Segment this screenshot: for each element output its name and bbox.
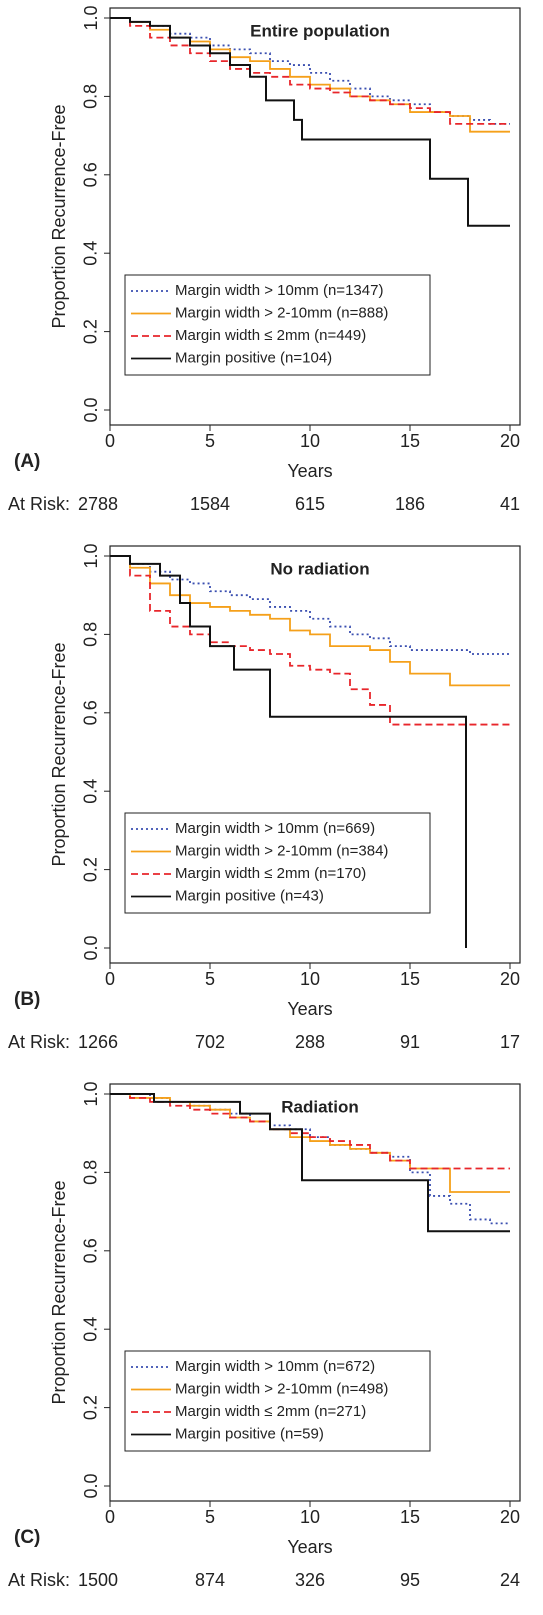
survival-curve: [110, 1093, 510, 1170]
plot-frame: [109, 7, 521, 426]
y-tick-label: 0.2: [81, 1395, 101, 1420]
x-tick-label: 10: [300, 969, 320, 989]
at-risk-value: 874: [195, 1570, 225, 1590]
chart-title: Radiation: [281, 1097, 358, 1116]
chart-title: No radiation: [270, 559, 369, 578]
legend-box: [124, 274, 431, 376]
at-risk-value: 1500: [78, 1570, 118, 1590]
y-tick-label: 0.2: [81, 319, 101, 344]
legend-label: Margin width > 2-10mm (n=888): [175, 304, 388, 321]
at-risk-value: 702: [195, 1032, 225, 1052]
y-tick-label: 1.0: [81, 1081, 101, 1106]
x-axis-label: Years: [287, 1537, 332, 1557]
panel-label: (A): [14, 451, 40, 472]
y-axis-label: Proportion Recurrence-Free: [49, 642, 69, 866]
survival-curve: [110, 17, 510, 125]
survival-curve: [110, 17, 510, 125]
legend-label: Margin width ≤ 2mm (n=271): [175, 1403, 366, 1420]
y-tick-label: 0.2: [81, 857, 101, 882]
y-axis-label: Proportion Recurrence-Free: [49, 104, 69, 328]
y-tick-label: 0.4: [81, 779, 101, 804]
x-tick-label: 15: [400, 431, 420, 451]
survival-curve: [110, 555, 467, 948]
y-tick-label: 0.6: [81, 162, 101, 187]
y-tick-label: 0.8: [81, 1160, 101, 1185]
legend-label: Margin width > 10mm (n=672): [175, 1358, 375, 1375]
at-risk-label: At Risk:: [8, 1032, 70, 1052]
at-risk-value: 17: [500, 1032, 520, 1052]
x-tick-label: 10: [300, 1507, 320, 1527]
survival-curve: [110, 17, 510, 227]
at-risk-label: At Risk:: [8, 494, 70, 514]
legend-label: Margin width ≤ 2mm (n=449): [175, 327, 366, 344]
survival-curve: [110, 555, 510, 726]
legend-label: Margin width > 10mm (n=669): [175, 820, 375, 837]
at-risk-value: 91: [400, 1032, 420, 1052]
x-tick-label: 0: [105, 1507, 115, 1527]
at-risk-label: At Risk:: [8, 1570, 70, 1590]
at-risk-value: 95: [400, 1570, 420, 1590]
x-tick-label: 20: [500, 1507, 520, 1527]
legend-box: [124, 1350, 431, 1452]
at-risk-value: 186: [395, 494, 425, 514]
y-tick-label: 0.0: [81, 935, 101, 960]
panel-label: (C): [14, 1527, 40, 1548]
legend-label: Margin positive (n=43): [175, 887, 324, 904]
y-axis-label: Proportion Recurrence-Free: [49, 1180, 69, 1404]
y-tick-label: 0.0: [81, 1473, 101, 1498]
at-risk-value: 326: [295, 1570, 325, 1590]
x-tick-label: 5: [205, 969, 215, 989]
x-tick-label: 0: [105, 431, 115, 451]
at-risk-value: 1584: [190, 494, 230, 514]
y-tick-label: 1.0: [81, 5, 101, 30]
at-risk-value: 615: [295, 494, 325, 514]
x-tick-label: 10: [300, 431, 320, 451]
legend-label: Margin width ≤ 2mm (n=170): [175, 865, 366, 882]
y-tick-label: 0.6: [81, 700, 101, 725]
at-risk-value: 2788: [78, 494, 118, 514]
at-risk-value: 41: [500, 494, 520, 514]
survival-curve: [110, 555, 510, 687]
survival-curve: [110, 1093, 510, 1233]
x-axis-label: Years: [287, 461, 332, 481]
y-tick-label: 0.6: [81, 1238, 101, 1263]
x-tick-label: 20: [500, 969, 520, 989]
legend-label: Margin positive (n=104): [175, 349, 332, 366]
y-tick-label: 0.4: [81, 1317, 101, 1342]
plot-frame: [109, 545, 521, 964]
at-risk-value: 288: [295, 1032, 325, 1052]
legend-label: Margin width > 10mm (n=1347): [175, 282, 383, 299]
legend-label: Margin positive (n=59): [175, 1425, 324, 1442]
x-axis-label: Years: [287, 999, 332, 1019]
at-risk-value: 1266: [78, 1032, 118, 1052]
chart-title: Entire population: [250, 21, 390, 40]
y-tick-label: 0.0: [81, 397, 101, 422]
survival-curve: [110, 1093, 510, 1225]
y-tick-label: 0.4: [81, 241, 101, 266]
x-tick-label: 15: [400, 1507, 420, 1527]
at-risk-value: 24: [500, 1570, 520, 1590]
x-tick-label: 5: [205, 1507, 215, 1527]
y-tick-label: 0.8: [81, 622, 101, 647]
x-tick-label: 0: [105, 969, 115, 989]
y-tick-label: 0.8: [81, 84, 101, 109]
x-tick-label: 20: [500, 431, 520, 451]
legend-label: Margin width > 2-10mm (n=498): [175, 1380, 388, 1397]
x-tick-label: 15: [400, 969, 420, 989]
panel-label: (B): [14, 989, 40, 1010]
x-tick-label: 5: [205, 431, 215, 451]
legend-label: Margin width > 2-10mm (n=384): [175, 842, 388, 859]
plot-frame: [109, 1083, 521, 1502]
y-tick-label: 1.0: [81, 543, 101, 568]
legend-box: [124, 812, 431, 914]
